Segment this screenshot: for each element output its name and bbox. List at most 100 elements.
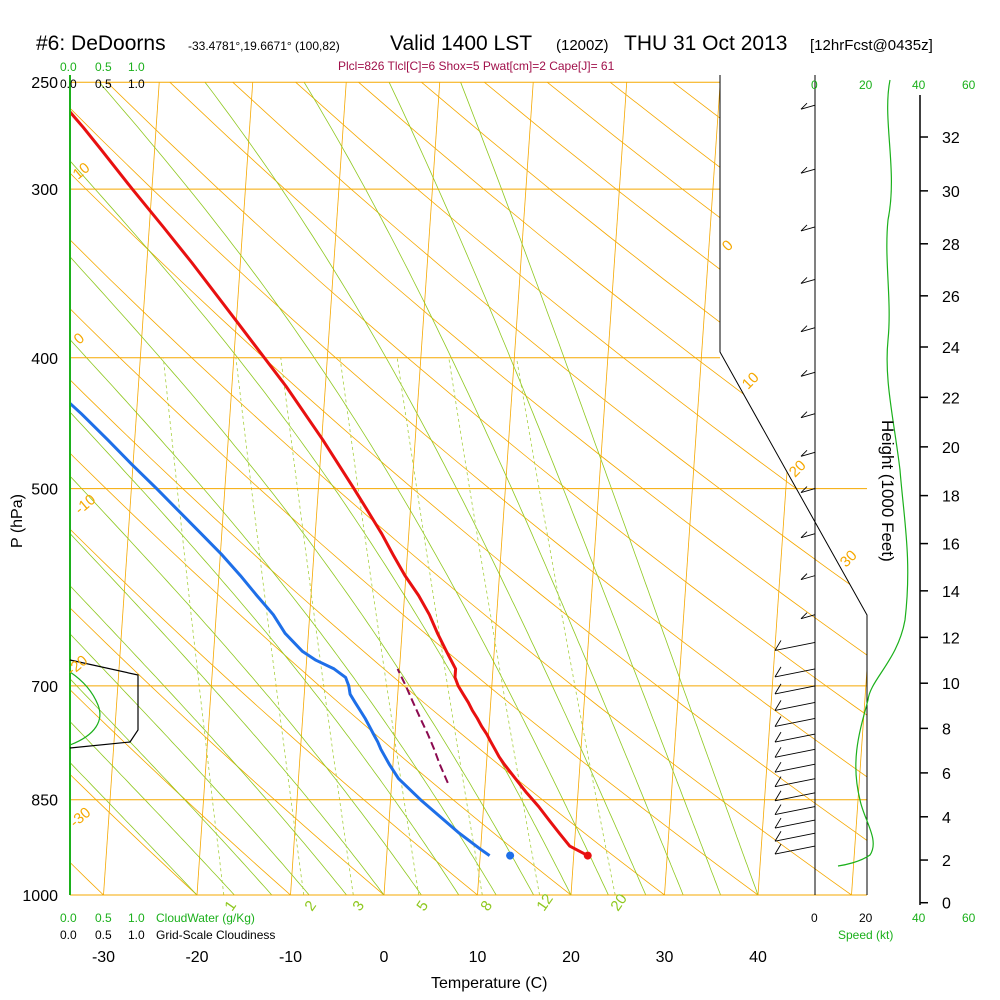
temp-tick-30: 30	[656, 949, 674, 966]
moist-adiabat	[70, 81, 347, 895]
cloudiness-tick-0: 0.0	[60, 77, 77, 91]
temp-tick--10: -10	[279, 949, 302, 966]
pressure-tick-400: 400	[31, 351, 58, 368]
dry-adiabat-label: 0	[71, 330, 88, 348]
height-label-24: 24	[942, 340, 960, 357]
zulu-time: (1200Z)	[556, 37, 609, 54]
wind-barb-flag	[800, 612, 808, 620]
wind-barb-flag	[774, 761, 782, 773]
height-label-32: 32	[942, 130, 960, 147]
wind-barb	[774, 685, 816, 695]
wind-barb	[800, 413, 816, 419]
speed-tick-top-40: 40	[912, 78, 926, 92]
wind-barb	[774, 763, 816, 773]
wind-barb	[774, 733, 816, 743]
station-coords: -33.4781°,19.6671° (100,82)	[188, 39, 340, 53]
dry-adiabat-label: 10	[70, 159, 94, 183]
dry-adiabat	[70, 81, 852, 895]
height-label-12: 12	[942, 630, 960, 647]
temp-tick--30: -30	[92, 949, 115, 966]
wind-barb	[800, 226, 816, 232]
speed-tick-top-0: 0	[811, 78, 818, 92]
speed-tick-bottom-0: 0	[811, 911, 818, 925]
height-label-2: 2	[942, 853, 951, 870]
wind-barb-flag	[800, 369, 808, 377]
dry-adiabat-label: -10	[72, 491, 100, 518]
wind-barb-flag	[800, 573, 808, 580]
dry-adiabat	[70, 81, 291, 895]
wind-barb-flag	[774, 731, 782, 743]
moist-adiabat	[70, 81, 235, 895]
wind-barb-flag	[800, 277, 808, 284]
moist-adiabat	[98, 81, 609, 895]
speed-tick-bottom-20: 20	[859, 911, 873, 925]
cloud-panel	[69, 659, 139, 749]
dry-adiabat	[70, 81, 759, 895]
moist-adiabat	[70, 81, 497, 895]
dry-adiabat	[70, 81, 572, 895]
cloud-water-profile	[69, 671, 101, 746]
dry-adiabat	[358, 81, 867, 895]
height-label-6: 6	[942, 766, 951, 783]
speed-tick-bottom-40: 40	[912, 911, 926, 925]
wind-barb	[774, 832, 816, 842]
dry-adiabat	[421, 81, 867, 895]
sounding-traces	[70, 81, 592, 860]
wind-barb-flag	[800, 411, 808, 418]
speed-tick-top-60: 60	[962, 78, 976, 92]
height-axis-title: Height (1000 Feet)	[878, 420, 897, 562]
moist-adiabat	[70, 81, 422, 895]
wind-barb-flag	[774, 843, 782, 855]
wind-barb	[774, 701, 816, 711]
cloud-water-tick-0: 0.0	[60, 60, 77, 74]
temperature-axis: -30 -20 -10 0 10 20 30 40	[92, 949, 767, 966]
wind-barb-flag	[800, 531, 808, 539]
wind-barb	[800, 533, 816, 539]
height-label-14: 14	[942, 584, 960, 601]
wind-barb	[800, 575, 816, 581]
wind-barb-flag	[774, 804, 782, 815]
wind-barb	[774, 718, 816, 727]
forecast-date: THU 31 Oct 2013	[624, 32, 787, 55]
wind-barb-flag	[800, 224, 808, 232]
dry-adiabat	[106, 81, 867, 895]
mixing-ratio-label: 5	[413, 898, 432, 915]
wind-barb-flag	[800, 102, 808, 110]
moist-adiabat-label: 0	[719, 237, 737, 255]
wind-panel	[774, 75, 909, 895]
wind-barb-flag	[800, 325, 808, 333]
wind-barb	[774, 668, 816, 678]
forecast-run: [12hrFcst@0435z]	[810, 37, 933, 54]
mixing-ratio-line	[162, 357, 225, 895]
thermo-grid	[70, 81, 867, 895]
height-label-10: 10	[942, 676, 960, 693]
wind-barb	[800, 451, 816, 457]
dry-adiabat	[70, 81, 385, 895]
wind-speed-profile	[837, 79, 909, 867]
station-title: #6: DeDoorns	[36, 32, 166, 55]
dry-adiabat	[70, 81, 867, 895]
cloud-water-tick-2: 1.0	[128, 60, 145, 74]
surface-temperature-point	[583, 851, 592, 860]
pressure-axis-title: P (hPa)	[9, 494, 26, 548]
surface-dewpoint-point	[506, 851, 515, 860]
cloudiness-tick-2: 1.0	[128, 77, 145, 91]
mixing-ratio-label: 2	[301, 898, 320, 915]
mixing-ratio-line	[235, 357, 305, 895]
wind-barb-flag	[774, 666, 782, 678]
height-label-18: 18	[942, 489, 960, 506]
temp-tick-0: 0	[380, 949, 389, 966]
cloudiness-tick-1: 0.5	[95, 77, 112, 91]
cloud-water-tick-bottom-0: 0.0	[60, 911, 77, 925]
parcel-trace	[396, 668, 449, 784]
moist-adiabat-label: 10	[739, 369, 763, 393]
wind-barb-flag	[774, 683, 782, 695]
speed-tick-top-20: 20	[859, 78, 873, 92]
dry-adiabat	[70, 81, 665, 895]
cloudiness-profile	[69, 659, 139, 749]
moist-adiabat	[70, 81, 534, 895]
pressure-tick-1000: 1000	[22, 888, 58, 905]
dry-adiabat	[295, 81, 867, 895]
height-label-4: 4	[942, 810, 951, 827]
